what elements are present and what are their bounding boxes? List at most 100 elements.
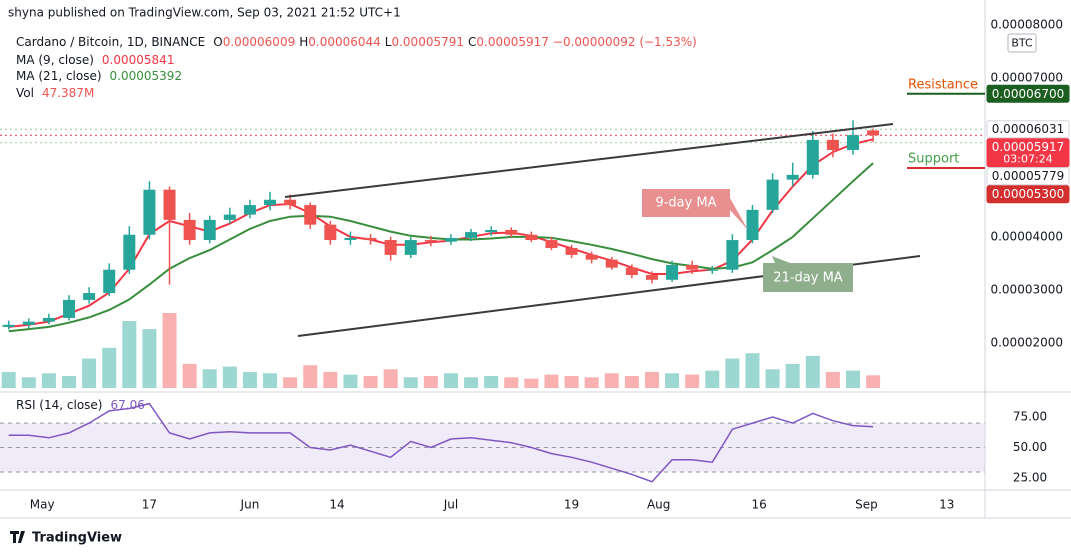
x-tick-label: 19	[564, 498, 579, 512]
volume-bar	[41, 373, 56, 388]
price-label: 0.00005917	[992, 140, 1065, 154]
ohlc-key: L	[385, 35, 392, 49]
candle-body	[2, 324, 15, 327]
candle-body	[786, 174, 799, 180]
candle-body	[605, 259, 618, 268]
annotation: 21-day MA	[763, 256, 853, 292]
legend-value: 47.387M	[42, 86, 94, 100]
volume-bar	[202, 369, 217, 388]
candle-body	[243, 205, 256, 215]
volume-bar	[222, 366, 237, 388]
candle-body	[344, 237, 357, 241]
volume-bar	[242, 371, 257, 388]
volume-bar	[403, 377, 418, 388]
candle-body	[846, 135, 859, 150]
countdown: 03:07:24	[1003, 153, 1052, 166]
volume-bar	[162, 313, 177, 388]
currency: BTC	[1011, 37, 1033, 50]
volume-bar	[825, 371, 840, 388]
volume-bar	[283, 377, 298, 388]
annotation: 9-day MA	[642, 189, 748, 230]
x-tick-label: Jun	[240, 498, 260, 512]
volume-bar	[122, 321, 137, 388]
legend-value: 67.06	[110, 398, 144, 412]
volume-bar	[785, 363, 800, 388]
x-tick-label: 13	[939, 498, 954, 512]
legend-ma9: MA (9, close) 0.00005841	[16, 53, 174, 67]
candle-body	[304, 205, 317, 225]
candle-body	[22, 321, 35, 325]
y-tick-label: 0.00003000	[990, 282, 1063, 296]
volume-bar	[303, 365, 318, 388]
candle-body	[203, 219, 216, 241]
x-tick-label: Aug	[647, 498, 670, 512]
level-tag: Support	[908, 151, 959, 166]
rsi-pane	[0, 402, 985, 483]
price-label: 0.00005779	[992, 169, 1065, 183]
volume-bar	[624, 375, 639, 388]
candle-body	[404, 240, 417, 255]
candle-body	[826, 139, 839, 150]
candle-body	[806, 139, 819, 175]
candle-body	[284, 199, 297, 206]
rsi-band	[0, 423, 985, 472]
candle-body	[746, 209, 759, 241]
volume-bar	[524, 378, 539, 388]
volume-bar	[866, 375, 881, 388]
ohlc-key: H	[299, 35, 308, 49]
price-label: 0.00005300	[992, 187, 1065, 201]
x-tick-label: Sep	[855, 498, 878, 512]
candle-body	[666, 264, 679, 280]
candle-body	[565, 247, 578, 255]
candle-body	[424, 240, 437, 242]
candle-body	[63, 299, 76, 318]
volume-bar	[443, 373, 458, 388]
change: −0.00000092 (−1.53%)	[553, 35, 697, 49]
candle-body	[625, 267, 638, 276]
volume-bar	[584, 377, 599, 388]
volume-bar	[564, 375, 579, 388]
candle-body	[123, 234, 136, 270]
volume-bar	[263, 373, 278, 388]
rsi-line	[8, 402, 874, 483]
candle-body	[183, 219, 196, 241]
price-label-box	[986, 185, 1070, 204]
volume-bar	[665, 373, 680, 388]
volume-bar	[423, 375, 438, 388]
callout-box	[642, 189, 748, 230]
logo-icon	[10, 531, 25, 543]
volume-bar	[1, 371, 16, 388]
ohlc-key: O	[213, 35, 222, 49]
volume-bar	[544, 374, 559, 388]
volume-bar	[765, 369, 780, 388]
candle-body	[42, 317, 55, 322]
candle-body	[364, 237, 377, 241]
volume-bar	[805, 355, 820, 388]
candle-body	[485, 229, 498, 233]
candle-body	[103, 269, 116, 294]
callout-box	[763, 256, 853, 292]
price-label-box	[986, 167, 1070, 186]
volume-bar	[21, 377, 36, 388]
x-tick-label: 17	[142, 498, 157, 512]
trendline	[284, 123, 894, 198]
volume-bar	[82, 358, 97, 388]
candle-body	[223, 214, 236, 220]
candle-body	[645, 275, 658, 280]
rsi-tick-label: 50.00	[1013, 440, 1047, 454]
x-tick-label: Jul	[443, 498, 458, 512]
ohlc-value: 0.00006009	[223, 35, 296, 49]
price-label-box	[986, 138, 1070, 168]
legend-vol: Vol 47.387M	[16, 86, 94, 100]
candle-body	[324, 224, 337, 241]
callout-text: 21-day MA	[773, 271, 842, 286]
volume-bar	[504, 377, 519, 388]
volume-bar	[182, 363, 197, 388]
legend-main: Cardano / Bitcoin, 1D, BINANCE O0.0000600…	[16, 35, 697, 49]
candle-body	[706, 269, 719, 271]
volume-bar	[845, 370, 860, 388]
y-tick-label: 0.00007000	[990, 70, 1063, 84]
legend-rsi: RSI (14, close) 67.06	[16, 398, 145, 412]
